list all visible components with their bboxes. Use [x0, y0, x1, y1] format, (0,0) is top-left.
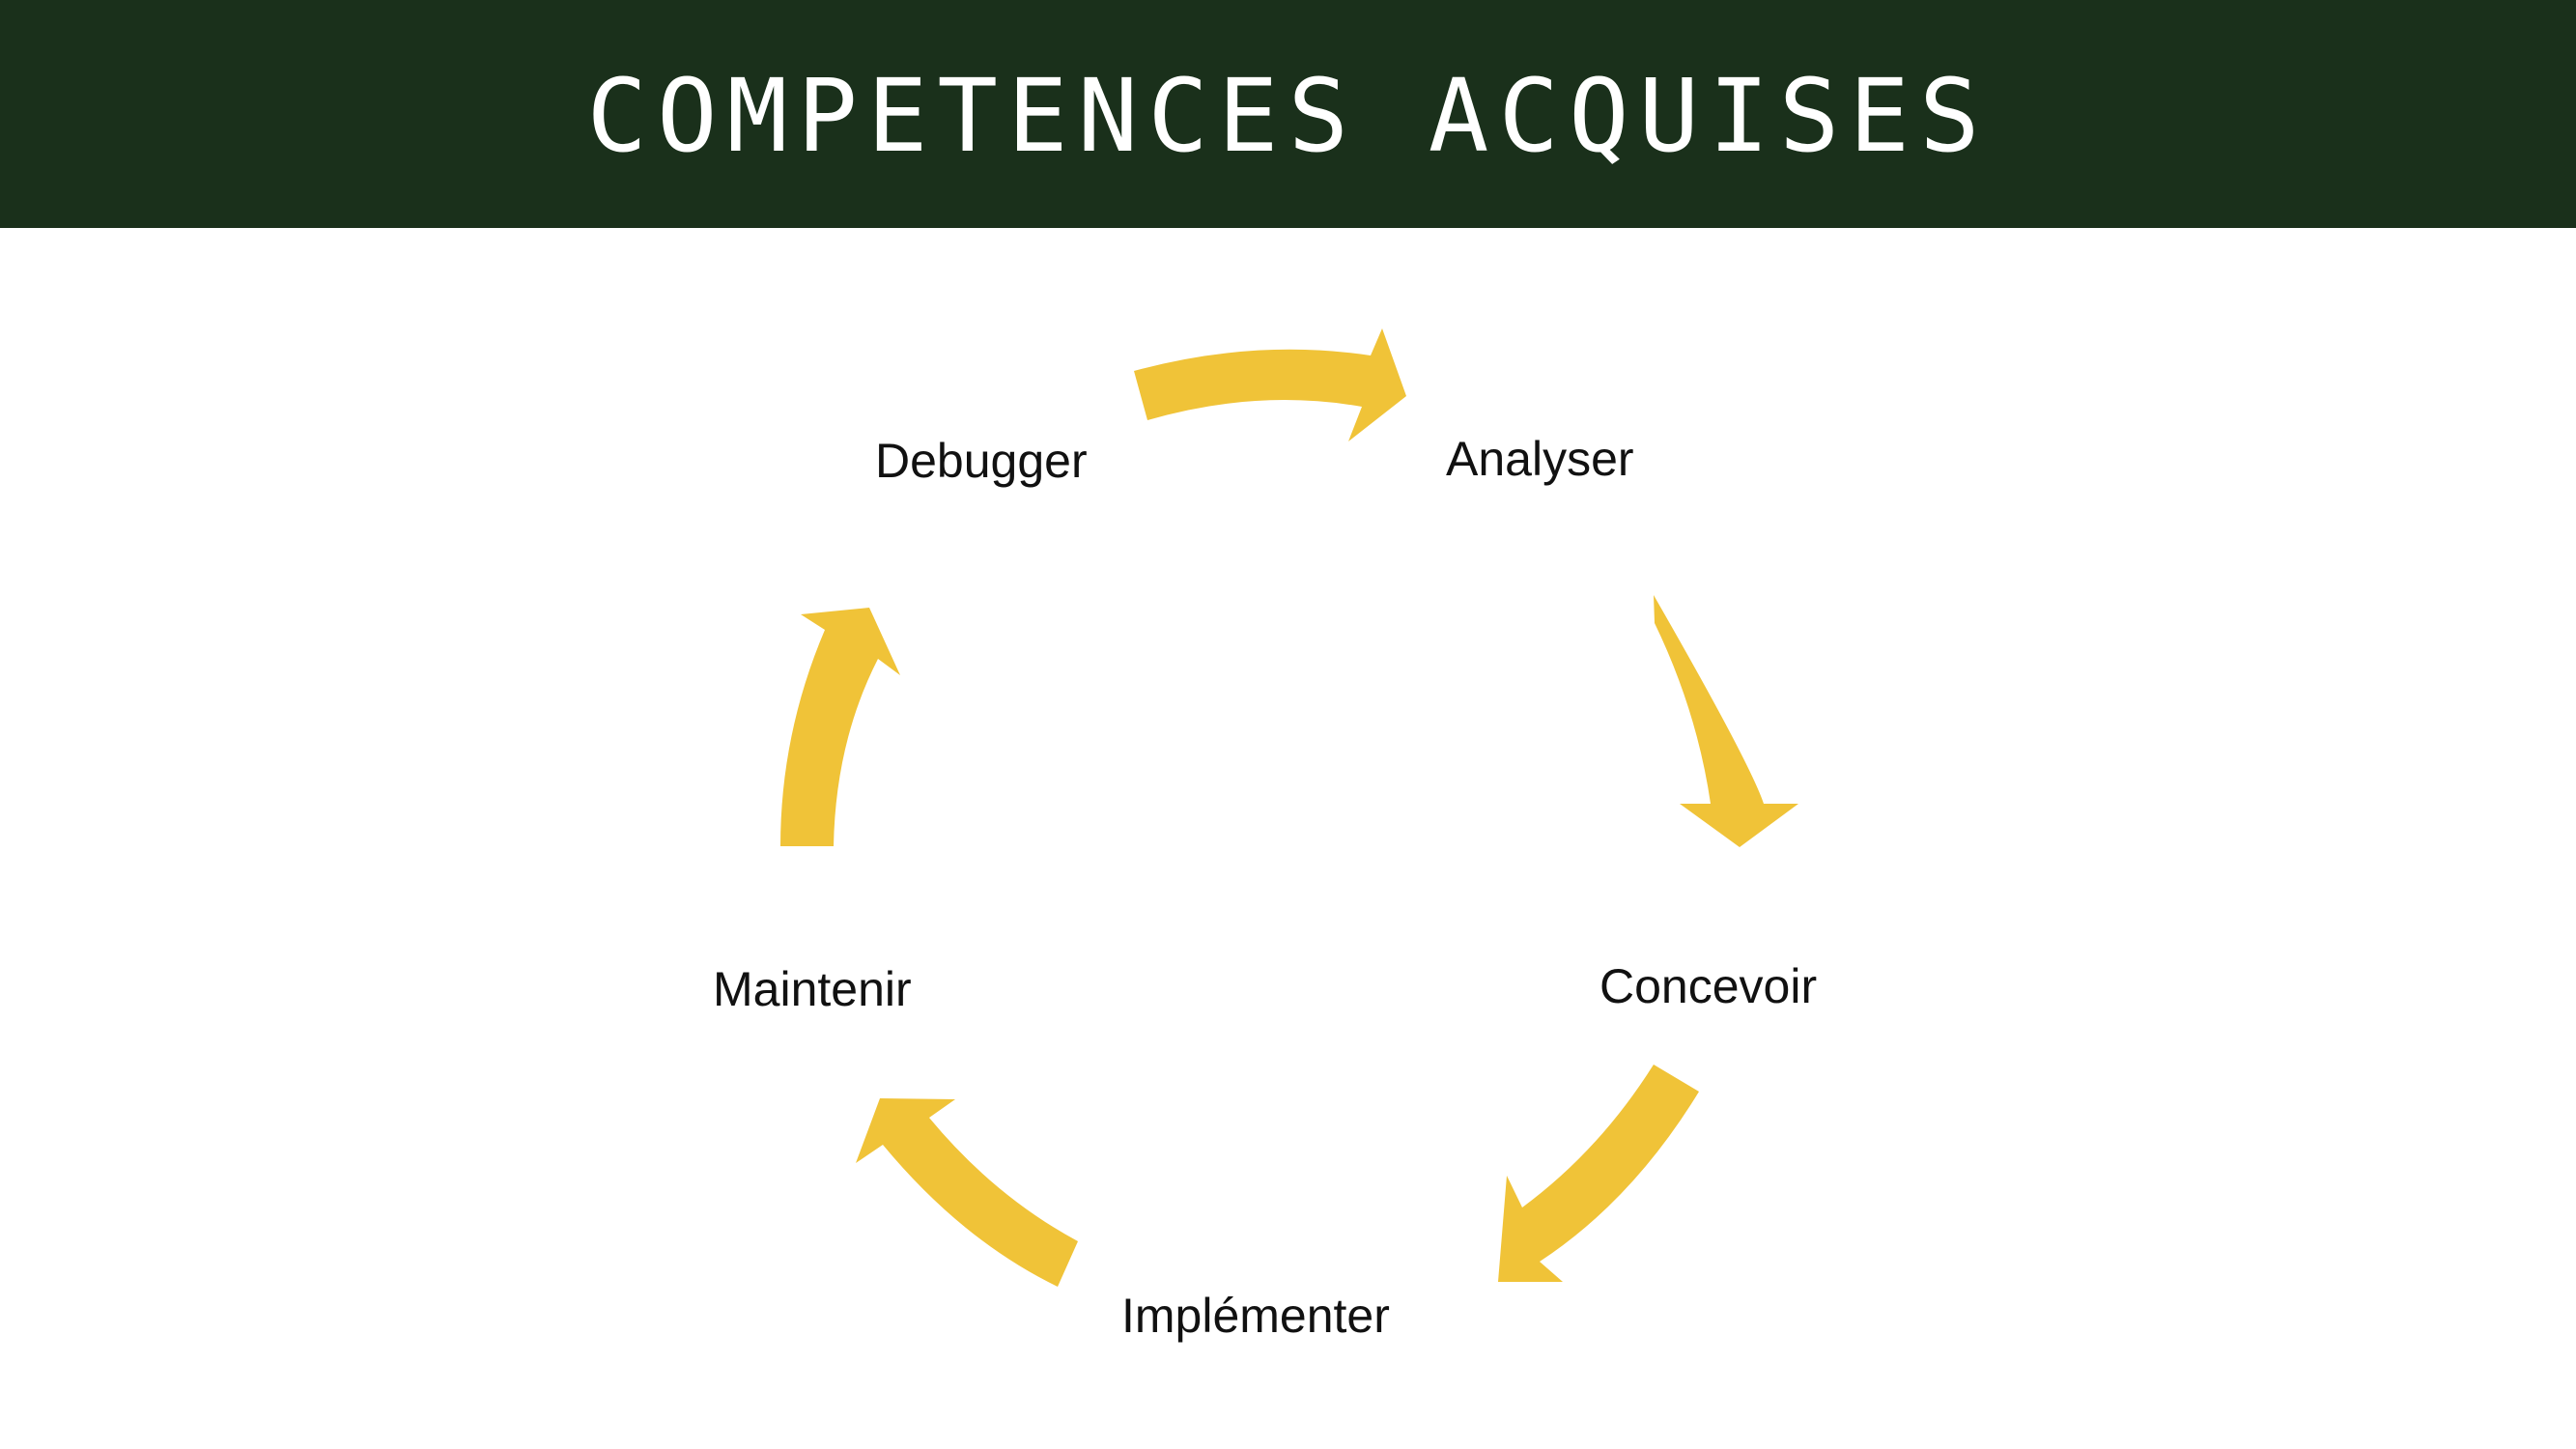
step-label-analyser: Analyser	[1446, 432, 1634, 486]
cycle-arrow-implementer-to-maintenir	[856, 1098, 1078, 1287]
step-label-maintenir: Maintenir	[713, 962, 912, 1016]
step-label-debugger: Debugger	[875, 434, 1088, 488]
step-label-implementer: Implémenter	[1121, 1289, 1390, 1343]
cycle-arrow-concevoir-to-implementer	[1498, 1065, 1699, 1282]
cycle-arrow-analyser-to-concevoir	[1654, 595, 1798, 847]
cycle-arrow-maintenir-to-debugger	[780, 608, 900, 846]
cycle-arrow-debugger-to-analyser	[1134, 328, 1406, 441]
slide-title: COMPETENCES ACQUISES	[586, 57, 1990, 175]
title-banner: COMPETENCES ACQUISES	[0, 0, 2576, 228]
step-label-concevoir: Concevoir	[1599, 959, 1818, 1013]
